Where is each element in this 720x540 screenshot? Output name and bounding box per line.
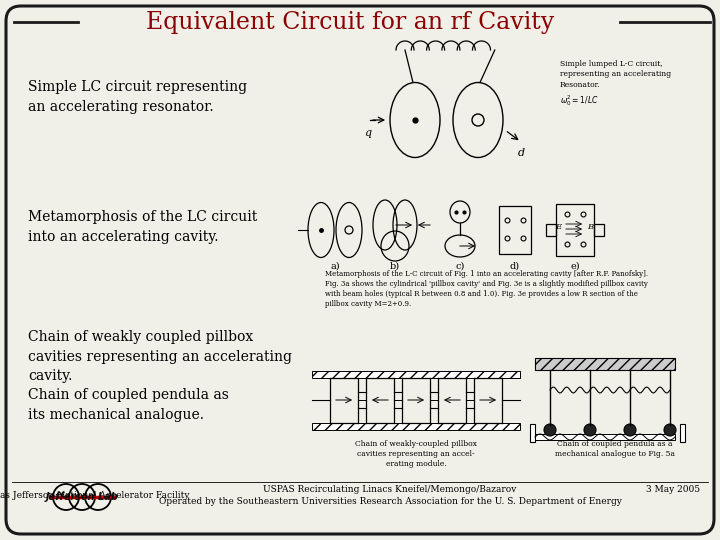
Text: Metamorphosis of the LC circuit
into an accelerating cavity.: Metamorphosis of the LC circuit into an … xyxy=(28,210,257,244)
Circle shape xyxy=(584,424,596,436)
Text: a): a) xyxy=(330,262,340,271)
Text: USPAS Recirculating Linacs Kneifel/Memongo/Bazarov: USPAS Recirculating Linacs Kneifel/Memon… xyxy=(264,484,517,494)
Text: Simple lumped L-C circuit,
representing an accelerating
Resonator.
$\omega_0^2 =: Simple lumped L-C circuit, representing … xyxy=(560,60,671,108)
Text: c): c) xyxy=(455,262,464,271)
Text: Chain of weakly coupled pillbox
cavities representing an accelerating
cavity.
Ch: Chain of weakly coupled pillbox cavities… xyxy=(28,330,292,422)
Bar xyxy=(556,204,594,256)
Text: B: B xyxy=(587,223,593,231)
Bar xyxy=(312,370,520,377)
Text: 3 May 2005: 3 May 2005 xyxy=(646,484,700,494)
Circle shape xyxy=(664,424,676,436)
Text: Chain of coupled pendula as a
mechanical analogue to Fig. 5a: Chain of coupled pendula as a mechanical… xyxy=(555,440,675,458)
Circle shape xyxy=(624,424,636,436)
Text: E: E xyxy=(555,223,561,231)
Text: Operated by the Southeastern Universities Research Association for the U. S. Dep: Operated by the Southeastern Universitie… xyxy=(158,497,621,507)
Bar xyxy=(499,206,531,254)
Bar xyxy=(594,224,604,236)
Text: d): d) xyxy=(510,262,520,271)
Text: d: d xyxy=(518,148,525,158)
Text: Thomas Jefferson National Accelerator Facility: Thomas Jefferson National Accelerator Fa… xyxy=(0,491,190,501)
Text: e): e) xyxy=(570,262,580,271)
Text: Jefferson Lab: Jefferson Lab xyxy=(45,492,118,502)
Text: Equivalent Circuit for an rf Cavity: Equivalent Circuit for an rf Cavity xyxy=(146,10,554,33)
Bar xyxy=(535,434,675,440)
Text: Simple LC circuit representing
an accelerating resonator.: Simple LC circuit representing an accele… xyxy=(28,80,247,113)
Bar xyxy=(530,424,535,442)
Bar xyxy=(546,224,556,236)
Text: b): b) xyxy=(390,262,400,271)
Circle shape xyxy=(544,424,556,436)
Text: q: q xyxy=(364,128,372,138)
Bar xyxy=(312,422,520,429)
Bar xyxy=(535,358,675,370)
FancyBboxPatch shape xyxy=(6,6,714,534)
Text: Chain of weakly-coupled pillbox
cavities representing an accel-
erating module.: Chain of weakly-coupled pillbox cavities… xyxy=(355,440,477,468)
Text: Metamorphosis of the L-C circuit of Fig. 1 into an accelerating cavity [after R.: Metamorphosis of the L-C circuit of Fig.… xyxy=(325,270,648,308)
Bar xyxy=(680,424,685,442)
